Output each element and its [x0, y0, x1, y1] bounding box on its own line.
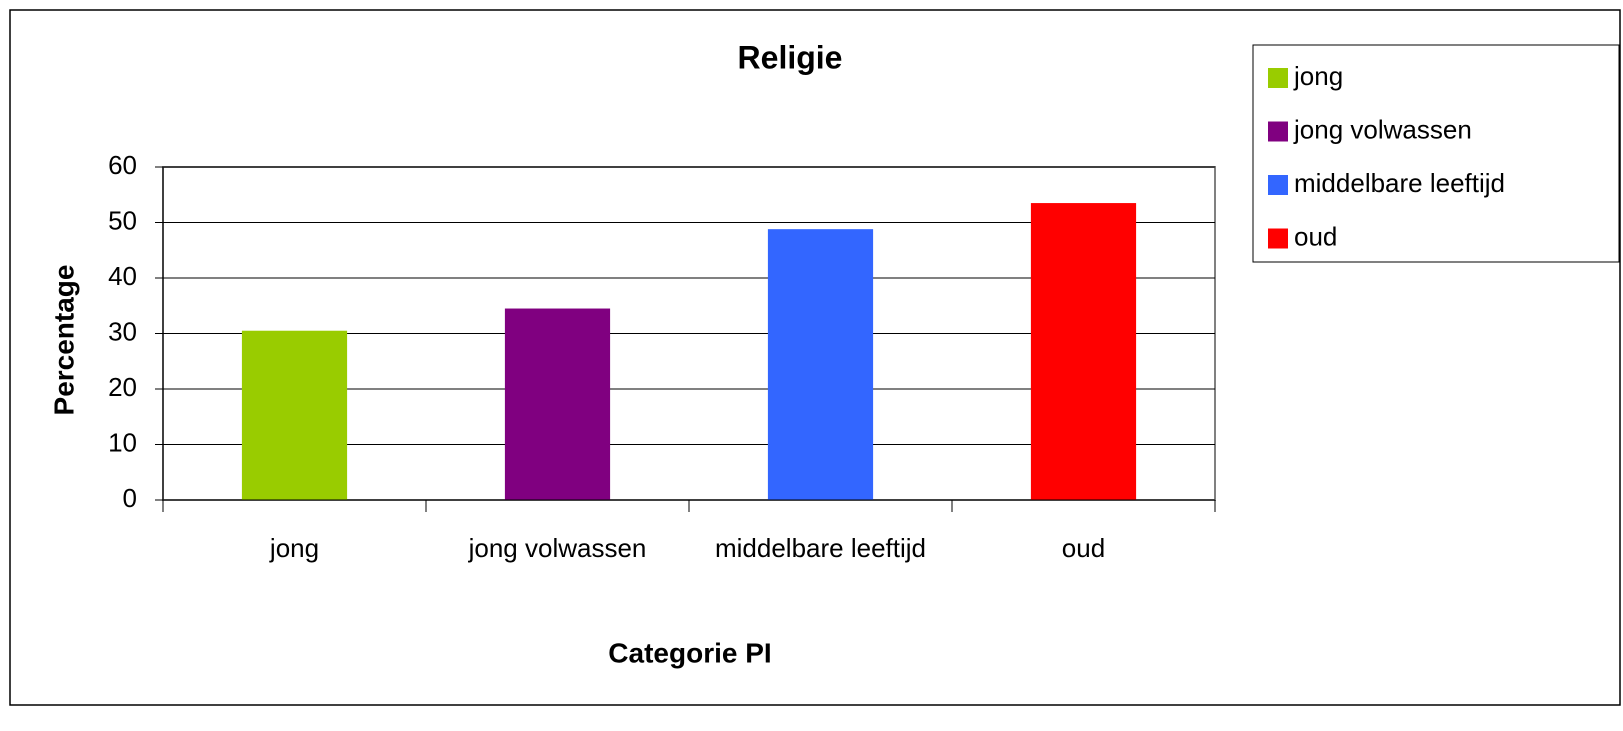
legend-swatch [1268, 121, 1288, 142]
bar [504, 308, 611, 500]
x-tick-label: middelbare leeftijd [715, 533, 926, 563]
legend-swatch [1268, 175, 1288, 195]
y-tick-label: 40 [108, 261, 137, 291]
legend-label: oud [1294, 221, 1337, 251]
y-tick-label: 0 [123, 483, 137, 513]
y-tick-label: 30 [108, 316, 137, 346]
legend-label: jong volwassen [1293, 114, 1472, 144]
x-tick-label: jong [269, 533, 319, 563]
chart-title: Religie [738, 39, 843, 75]
y-tick-label: 50 [108, 205, 137, 235]
y-axis-label: Percentage [48, 265, 79, 416]
legend-swatch [1268, 228, 1288, 249]
x-tick-label: jong volwassen [468, 533, 647, 563]
legend-label: jong [1293, 61, 1343, 91]
bar [241, 330, 348, 500]
legend-swatch [1268, 68, 1288, 88]
x-axis-label: Categorie PI [608, 637, 771, 668]
bar [1030, 203, 1137, 500]
legend-label: middelbare leeftijd [1294, 168, 1505, 198]
legend-box [1252, 44, 1620, 263]
bar [767, 229, 874, 500]
x-tick-label: oud [1062, 533, 1105, 563]
y-tick-label: 10 [108, 427, 137, 457]
y-tick-label: 20 [108, 372, 137, 402]
y-tick-label: 60 [108, 150, 137, 180]
